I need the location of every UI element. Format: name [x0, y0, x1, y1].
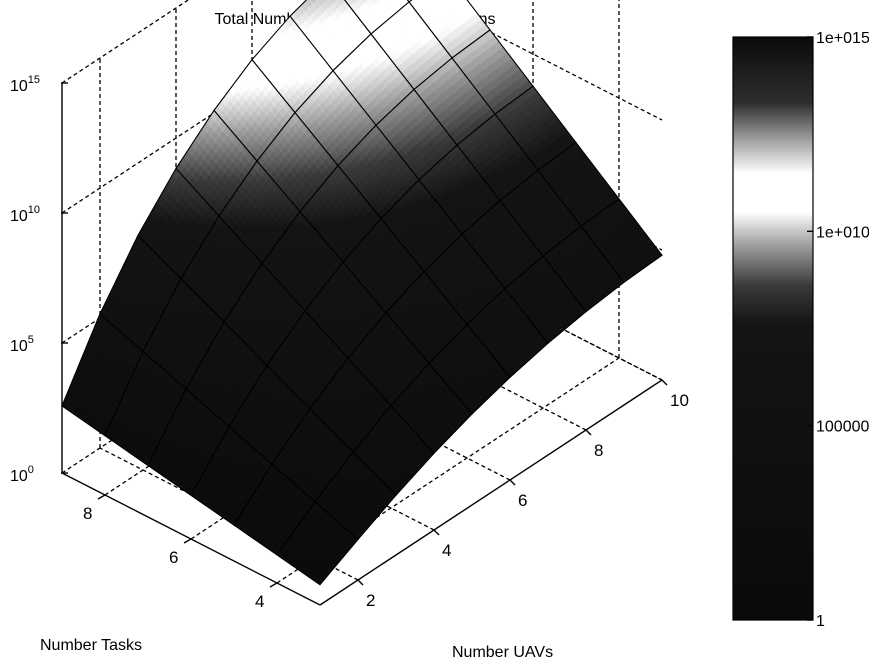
surface-cell — [436, 0, 446, 6]
surface-cell — [382, 0, 390, 5]
surface-cell — [420, 0, 430, 8]
surface-patch — [418, 144, 501, 235]
surface-cell — [304, 0, 314, 8]
surface-patch — [408, 0, 491, 59]
surface-cell — [337, 0, 346, 5]
surface-patch — [542, 225, 625, 313]
surface-cell — [324, 0, 327, 2]
surface-cell — [448, 0, 458, 6]
surface-cell — [425, 0, 434, 6]
surface-cell — [376, 0, 386, 8]
surface-cell — [330, 0, 337, 4]
surface-patch — [451, 29, 534, 115]
surface-patch — [380, 178, 463, 273]
surface-cell — [363, 0, 369, 3]
surface-patch — [251, 15, 334, 114]
surface-cell — [324, 0, 334, 7]
surface-cell — [413, 0, 422, 6]
surface-patch — [218, 160, 301, 265]
floor-grid-y — [276, 357, 620, 584]
surface-patch — [456, 113, 539, 202]
surface-cell — [317, 0, 326, 6]
surface-patch — [256, 111, 339, 213]
surface-cell — [369, 0, 378, 5]
surface-patch — [99, 234, 182, 353]
surface-patch — [137, 167, 220, 280]
surface-cell — [454, 0, 460, 3]
surface-cell — [310, 0, 317, 4]
surface-cell — [444, 0, 454, 8]
surface-cell — [432, 0, 442, 8]
surface-cell — [419, 0, 424, 3]
surface-cell — [430, 0, 436, 3]
surface-patch — [337, 124, 420, 220]
surface-patch — [213, 58, 296, 162]
surface-cell — [460, 0, 469, 6]
surface-cell — [388, 0, 398, 7]
surface-cell — [375, 0, 380, 2]
surface-cell — [350, 0, 358, 4]
surface-patch — [461, 199, 544, 290]
x-axis-line — [319, 379, 663, 606]
surface-cell — [456, 0, 466, 8]
surface-patch — [580, 198, 663, 284]
surface-cell — [394, 0, 401, 4]
surface-patch — [537, 141, 620, 227]
surface-cell — [442, 0, 448, 3]
surface-plot — [61, 0, 663, 586]
surface-cell — [352, 0, 362, 10]
surface-cell — [356, 0, 366, 6]
